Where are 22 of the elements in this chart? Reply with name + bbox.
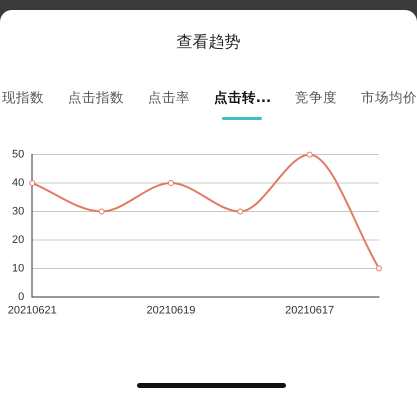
text: 点击指数 — [68, 90, 124, 106]
point — [306, 152, 313, 158]
text: 市场均价 — [361, 90, 417, 106]
text: 点击转... — [214, 90, 272, 106]
text: 现指数 — [2, 90, 44, 106]
y-tick-label: 0 — [18, 290, 24, 303]
y-tick-label: 50 — [12, 148, 24, 161]
x-tick-label: 20210619 — [146, 304, 196, 316]
y-tick-label: 40 — [12, 177, 24, 190]
point — [29, 180, 36, 186]
x-tick-label: 20210617 — [285, 304, 334, 316]
point — [376, 265, 382, 272]
y-tick-label: 30 — [12, 206, 24, 218]
point — [98, 208, 105, 214]
x-tick-label: 20210621 — [8, 304, 57, 316]
point — [168, 180, 174, 186]
text: 点击率 — [148, 90, 190, 106]
text: 竞争度 — [295, 90, 338, 106]
point — [237, 208, 244, 214]
y-tick-label: 10 — [12, 262, 24, 274]
y-tick-label: 20 — [12, 234, 24, 246]
chart-title: 查看趋势 — [176, 32, 242, 53]
